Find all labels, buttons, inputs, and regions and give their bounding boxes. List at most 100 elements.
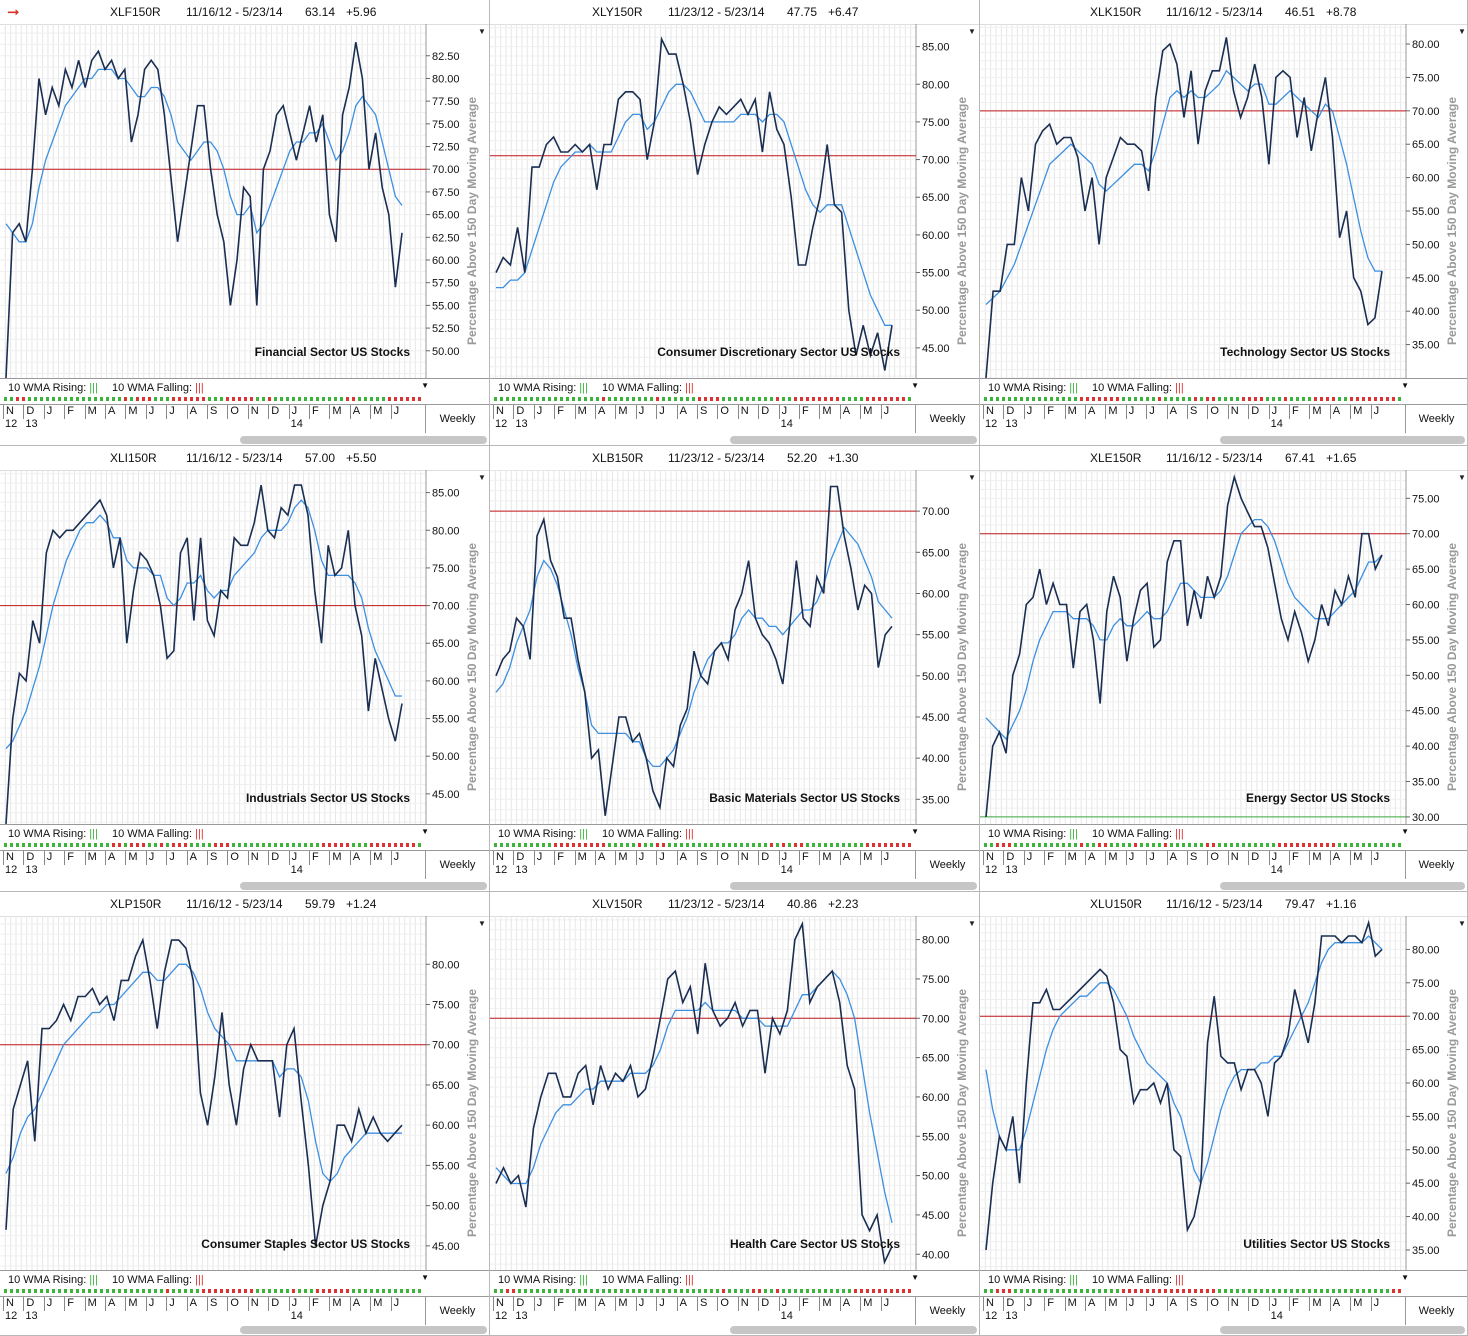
chart-header: XLB150R 11/23/12 - 5/23/14 52.20 +1.30 [490,446,979,471]
header-range: 11/16/12 - 5/23/14 [1166,897,1263,911]
y-tick-label: 50.00 [1412,670,1440,682]
wma-dot [358,1289,361,1293]
header-symbol: XLV150R [592,897,643,911]
wma-dot [890,397,893,401]
wma-dot [106,397,109,401]
wma-dot [1128,1289,1131,1293]
y-tick-label: 80.00 [432,959,460,971]
wma-dot [776,397,779,401]
period-selector[interactable]: Weekly [915,405,979,433]
month-label: J [166,405,186,419]
period-selector[interactable]: Weekly [1405,405,1467,433]
red-arrow-icon[interactable]: ➞ [7,4,20,21]
period-selector[interactable]: Weekly [1405,1297,1467,1325]
dropdown-icon[interactable]: ▼ [968,27,976,36]
month-label: D [513,851,533,865]
wma-dot [1122,843,1125,847]
month-label: S [207,1297,227,1311]
time-axis: N D J F M A M J J A S O N D J F M A M J 12 13 14 Weekly [490,1296,979,1325]
indicator-dropdown-icon[interactable]: ▼ [421,827,429,836]
month-label: D [1248,851,1268,865]
dropdown-icon[interactable]: ▼ [1458,473,1466,482]
horizontal-scrollbar[interactable] [1220,1326,1465,1334]
wma-dot [836,397,839,401]
price-series-line [5,937,403,1247]
y-axis-title: Percentage Above 150 Day Moving Average [465,97,479,345]
wma-dot [704,1289,707,1293]
wma-falling-mark: ||| [1172,382,1184,394]
month-label: A [1166,1297,1187,1311]
horizontal-scrollbar[interactable] [240,1326,487,1334]
indicator-dropdown-icon[interactable]: ▼ [1401,827,1409,836]
wma-dot [1098,1289,1101,1293]
wma-dot [1374,1289,1377,1293]
y-tick-label: 50.00 [432,751,460,763]
wma-dot [890,843,893,847]
horizontal-scrollbar[interactable] [1220,436,1465,444]
indicator-dropdown-icon[interactable]: ▼ [911,827,919,836]
wma-dot [842,397,845,401]
wma-dot [1014,843,1017,847]
wma-dot [758,1289,761,1293]
month-label: N [983,1297,1003,1311]
wma-dot [1044,1289,1047,1293]
indicator-dropdown-icon[interactable]: ▼ [1401,381,1409,390]
horizontal-scrollbar[interactable] [240,882,487,890]
indicator-dropdown-icon[interactable]: ▼ [421,381,429,390]
wma-dot [328,843,331,847]
wma-dot [746,397,749,401]
period-selector[interactable]: Weekly [915,851,979,879]
period-selector[interactable]: Weekly [1405,851,1467,879]
wma-dot [1272,843,1275,847]
wma-dot [1206,843,1209,847]
dropdown-icon[interactable]: ▼ [478,919,486,928]
horizontal-scrollbar[interactable] [730,882,977,890]
period-selector[interactable]: Weekly [425,1297,489,1325]
wma-dot [1386,1289,1389,1293]
period-selector[interactable]: Weekly [425,405,489,433]
horizontal-scrollbar[interactable] [1220,882,1465,890]
dropdown-icon[interactable]: ▼ [968,919,976,928]
wma-dot [334,397,337,401]
wma-dot [800,1289,803,1293]
y-tick-label: 62.50 [432,232,460,244]
horizontal-scrollbar[interactable] [730,1326,977,1334]
wma-dot [1116,843,1119,847]
wma-dot [1092,1289,1095,1293]
wma-dot [1260,843,1263,847]
wma-dot [280,843,283,847]
indicator-dropdown-icon[interactable]: ▼ [1401,1273,1409,1282]
wma-dot [112,843,115,847]
indicator-dropdown-icon[interactable]: ▼ [911,381,919,390]
dropdown-icon[interactable]: ▼ [478,473,486,482]
month-label: M [1105,851,1125,865]
wma-dot [4,397,7,401]
wma-dot [322,1289,325,1293]
dropdown-icon[interactable]: ▼ [1458,27,1466,36]
wma-dot [160,397,163,401]
wma-dot [632,1289,635,1293]
indicator-dropdown-icon[interactable]: ▼ [911,1273,919,1282]
indicator-dropdown-icon[interactable]: ▼ [421,1273,429,1282]
y-tick-label: 45.00 [922,343,950,355]
wma-dot [668,843,671,847]
wma-dot [358,397,361,401]
wma-dot [310,1289,313,1293]
y-tick-label: 40.00 [1412,1212,1440,1224]
period-selector[interactable]: Weekly [915,1297,979,1325]
dropdown-icon[interactable]: ▼ [1458,919,1466,928]
wma-dot [908,397,911,401]
y-axis-title: Percentage Above 150 Day Moving Average [955,97,969,345]
wma-dot [1224,843,1227,847]
wma-dot [680,843,683,847]
month-label: J [1125,405,1146,419]
dropdown-icon[interactable]: ▼ [478,27,486,36]
horizontal-scrollbar[interactable] [730,436,977,444]
wma-dot [256,843,259,847]
wma-dot [1320,843,1323,847]
month-label: M [1350,405,1370,419]
dropdown-icon[interactable]: ▼ [968,473,976,482]
wma-dot [202,843,205,847]
horizontal-scrollbar[interactable] [240,436,487,444]
period-selector[interactable]: Weekly [425,851,489,879]
